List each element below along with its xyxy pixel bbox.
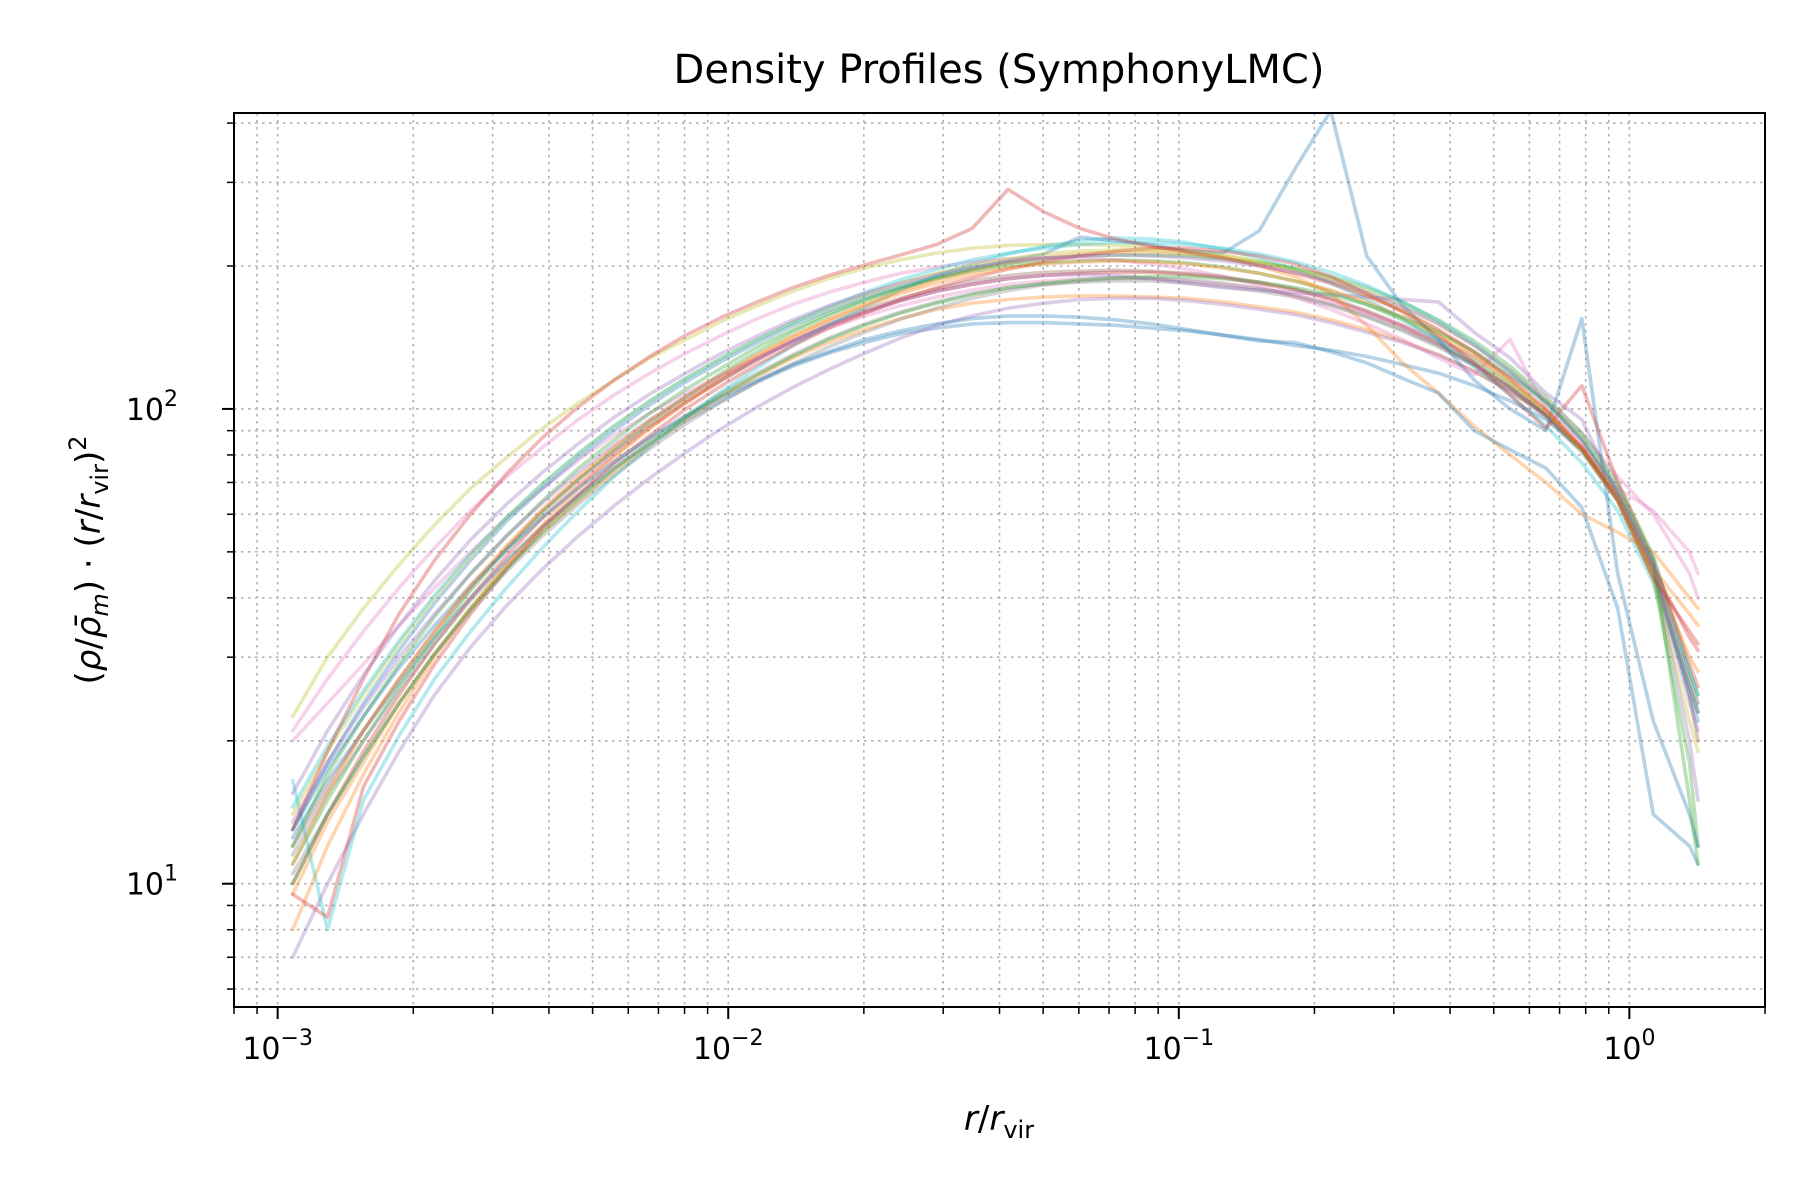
profile-line-7 — [290, 275, 1700, 743]
profile-line-5 — [290, 296, 1700, 960]
y-tick-labels: 101 102 — [126, 387, 178, 903]
profile-line-3 — [290, 258, 1700, 866]
profile-line-6 — [290, 268, 1700, 848]
x-tick-label: 100 — [1603, 1026, 1655, 1067]
profile-line-16 — [290, 256, 1700, 733]
profile-line-18 — [290, 248, 1700, 817]
profile-line-19 — [290, 240, 1700, 809]
profile-line-20 — [290, 314, 1700, 866]
profile-line-17 — [290, 276, 1700, 876]
series-lines — [290, 113, 1700, 960]
x-tick-label: 10−3 — [242, 1026, 313, 1067]
y-tick-label: 102 — [126, 387, 178, 428]
profile-line-14 — [290, 246, 1700, 920]
profile-line-13 — [290, 253, 1700, 848]
x-tick-label: 10−2 — [693, 1026, 764, 1067]
profile-line-1 — [290, 320, 1700, 840]
x-tick-labels: 10−3 10−2 10−1 100 — [242, 1026, 1655, 1067]
axis-ticks — [222, 122, 1766, 1019]
profile-line-15 — [290, 272, 1700, 824]
profile-line-11 — [290, 113, 1700, 848]
profile-line-22 — [290, 274, 1700, 886]
profile-line-10 — [290, 236, 1700, 932]
profile-line-12 — [290, 250, 1700, 932]
profile-line-2 — [290, 294, 1700, 897]
y-axis-title: (ρ/ρ̄m) · (r/rvir)2 — [64, 436, 114, 685]
x-tick-label: 10−1 — [1143, 1026, 1214, 1067]
profile-line-4 — [290, 270, 1700, 886]
profile-line-24 — [290, 253, 1700, 796]
profile-line-23 — [290, 187, 1700, 832]
y-tick-label: 101 — [126, 862, 178, 903]
profile-line-21 — [290, 259, 1700, 866]
x-axis-title: r/rvir — [964, 1099, 1034, 1144]
profile-line-9 — [290, 242, 1700, 719]
chart-title: Density Profiles (SymphonyLMC) — [674, 47, 1325, 93]
profile-line-8 — [290, 279, 1700, 857]
